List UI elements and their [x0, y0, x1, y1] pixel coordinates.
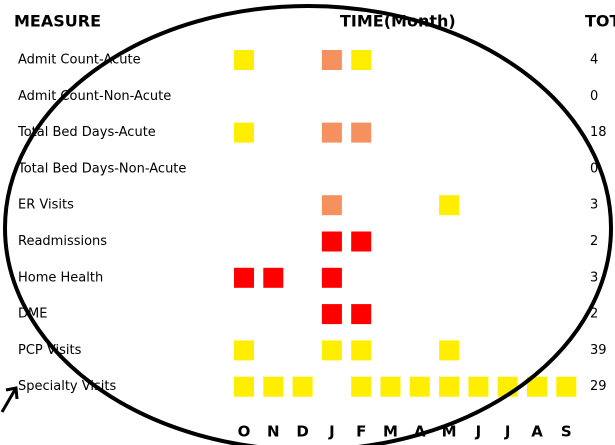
cell — [234, 340, 254, 361]
row-label: Home Health — [18, 270, 103, 285]
cell — [380, 376, 401, 397]
cell — [439, 376, 460, 397]
row-total: 3 — [590, 270, 598, 285]
row-total: 2 — [590, 307, 598, 322]
row-label: PCP Visits — [18, 343, 82, 358]
month-label: D — [296, 423, 308, 441]
month-label: J — [475, 423, 482, 441]
month-label: O — [238, 423, 251, 441]
row-label: Total Bed Days-Non-Acute — [17, 161, 186, 176]
cell — [439, 340, 460, 361]
cell — [234, 376, 254, 397]
row-total: 4 — [590, 53, 598, 68]
cell — [409, 376, 430, 397]
month-label: N — [267, 423, 280, 441]
row-label: Total Bed Days-Acute — [17, 125, 156, 140]
cell — [263, 267, 284, 288]
row-total: 2 — [590, 234, 598, 249]
month-label: J — [504, 423, 511, 441]
cell — [468, 376, 489, 397]
month-label: F — [356, 423, 366, 441]
cell — [321, 231, 342, 252]
cell — [321, 267, 342, 288]
cell — [527, 376, 547, 397]
cell — [351, 304, 372, 325]
cell — [321, 195, 342, 216]
cell — [556, 376, 577, 397]
month-label: J — [328, 423, 335, 441]
row-label: Admit Count-Acute — [18, 53, 141, 68]
month-label: M — [383, 423, 398, 441]
total-header: TOT — [585, 12, 615, 31]
row-total: 29 — [590, 379, 607, 394]
cell — [263, 376, 284, 397]
cell — [351, 376, 372, 397]
cell — [351, 231, 372, 252]
cell — [439, 195, 460, 216]
cell — [351, 340, 372, 361]
cell — [321, 50, 342, 70]
table: Admit Count-Acute 4 Admit Count-Non-Acute 0… — [17, 50, 607, 441]
cell — [351, 122, 372, 143]
measure-header: MEASURE — [14, 12, 101, 31]
cell — [351, 50, 372, 70]
annotation-arrow — [0, 386, 19, 413]
cell — [321, 304, 342, 325]
row-total: 3 — [590, 198, 598, 213]
cell — [234, 267, 254, 288]
row-total: 18 — [590, 125, 607, 140]
cell — [234, 122, 254, 143]
annotation-circle — [3, 4, 613, 445]
row-total: 0 — [590, 161, 598, 176]
month-label: A — [531, 423, 543, 441]
cell — [234, 50, 254, 70]
cell — [292, 376, 313, 397]
cell — [321, 340, 342, 361]
row-total: 39 — [590, 343, 607, 358]
row-label: Admit Count-Non-Acute — [18, 89, 171, 104]
row-label: Readmissions — [18, 234, 107, 249]
cell — [321, 122, 342, 143]
month-label: S — [561, 423, 572, 441]
row-total: 0 — [590, 89, 598, 104]
row-label: ER Visits — [18, 198, 74, 213]
